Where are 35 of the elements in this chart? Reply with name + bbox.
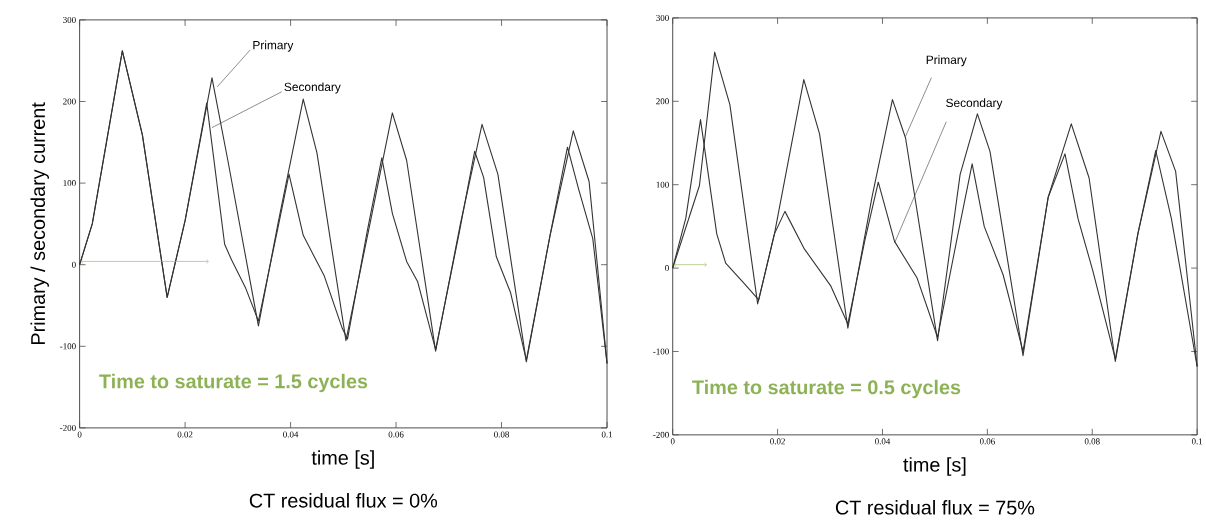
y-tick-label: 0 <box>665 264 669 271</box>
x-tick-label: 0.1 <box>601 431 613 438</box>
annotation: Primary <box>926 55 967 67</box>
x-tick-label: 0.02 <box>177 431 193 438</box>
text: CT residual flux = 0% <box>249 492 438 508</box>
x-tick-label: 0.08 <box>1084 438 1100 445</box>
annotation: Primary <box>253 40 294 52</box>
x-tick-label: 0.1 <box>1191 438 1203 445</box>
y-tick-label: -100 <box>653 348 669 355</box>
annotation: Secondary <box>946 98 1003 110</box>
y-tick-label: 0 <box>71 261 76 268</box>
text: CT residual flux = 75% <box>835 499 1035 515</box>
x-axis-title: time [s] <box>903 456 966 476</box>
annotation: Time to saturate = 1.5 cycles <box>99 373 368 393</box>
x-tick-label: 0.06 <box>388 431 404 438</box>
y-axis-title: Primary / secondary current <box>30 102 49 344</box>
x-axis-title: time [s] <box>311 450 374 469</box>
y-tick-label: 100 <box>656 181 669 188</box>
annotation: Secondary <box>284 82 341 94</box>
x-tick-label: 0.04 <box>875 438 891 445</box>
y-tick-label: -200 <box>653 431 669 438</box>
annotation: Time to saturate = 0.5 cycles <box>692 379 961 399</box>
x-tick-label: 0.02 <box>770 438 785 445</box>
x-tick-label: 0.04 <box>283 431 299 438</box>
y-tick-label: 100 <box>63 179 76 186</box>
y-tick-label: -100 <box>60 343 76 350</box>
x-tick-label: 0.06 <box>979 438 995 445</box>
y-tick-label: 300 <box>656 14 669 21</box>
x-tick-label: 0.08 <box>494 431 510 438</box>
y-tick-label: 300 <box>63 16 76 23</box>
x-tick-label: 0 <box>670 438 675 445</box>
y-tick-label: -200 <box>60 424 76 431</box>
x-tick-label: 0 <box>77 431 82 438</box>
y-tick-label: 200 <box>656 98 669 105</box>
y-tick-label: 200 <box>63 98 76 105</box>
